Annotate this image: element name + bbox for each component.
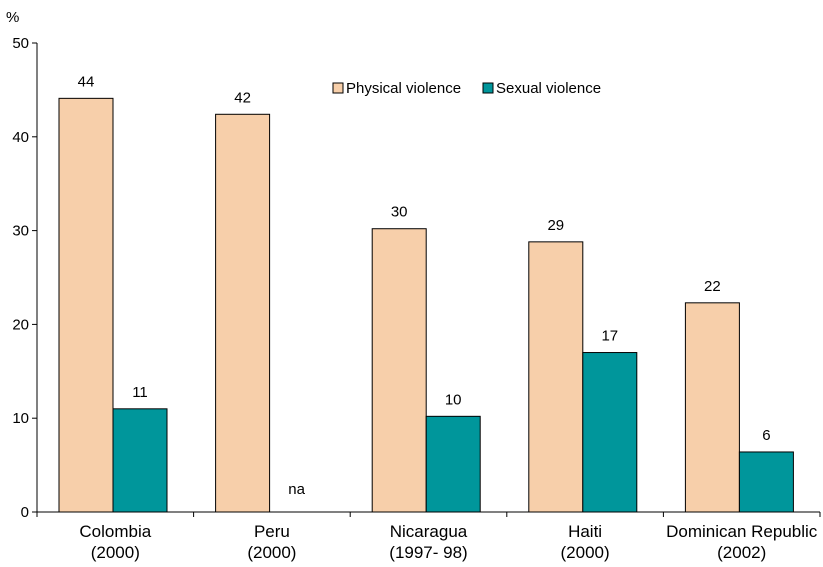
y-tick-label: 50 bbox=[12, 35, 29, 52]
y-axis: 0 10 20 30 40 50 bbox=[12, 35, 38, 521]
bar-physical-violence bbox=[58, 97, 114, 513]
bar-value-label: 17 bbox=[601, 328, 618, 345]
x-category-period: (2000) bbox=[247, 543, 296, 562]
x-category-name: Dominican Republic bbox=[666, 522, 818, 541]
value-labels: 44 11 42 na 30 10 29 17 22 6 bbox=[78, 73, 771, 498]
x-axis: Colombia (2000) Peru (2000) Nicaragua (1997- … bbox=[36, 511, 821, 562]
y-unit-label: % bbox=[6, 9, 19, 26]
bar-value-label: na bbox=[288, 481, 305, 498]
bar-value-label: 11 bbox=[132, 384, 148, 401]
bar-value-label: 6 bbox=[762, 427, 770, 444]
x-category-label: Dominican Republic (2002) bbox=[666, 522, 818, 562]
bar-value-label: 29 bbox=[547, 217, 564, 234]
y-tick-label: 0 bbox=[21, 504, 29, 521]
x-category-period: (2000) bbox=[561, 543, 610, 562]
bar-sexual-violence bbox=[582, 352, 638, 513]
x-category-label: Peru (2000) bbox=[247, 522, 296, 562]
legend-swatch bbox=[482, 82, 494, 94]
x-category-name: Colombia bbox=[79, 522, 151, 541]
legend-swatch bbox=[332, 82, 344, 94]
y-tick-label: 20 bbox=[12, 316, 29, 333]
bar-value-label: 10 bbox=[445, 391, 462, 408]
bar-physical-violence bbox=[528, 241, 584, 513]
x-category-name: Nicaragua bbox=[390, 522, 468, 541]
bar-physical-violence bbox=[684, 302, 740, 513]
x-category-label: Nicaragua (1997- 98) bbox=[389, 522, 468, 562]
x-category-label: Haiti (2000) bbox=[561, 522, 610, 562]
legend-label: Physical violence bbox=[346, 80, 461, 97]
x-category-period: (2000) bbox=[91, 543, 140, 562]
bar-sexual-violence bbox=[112, 408, 168, 513]
x-category-name: Peru bbox=[254, 522, 290, 541]
bar-value-label: 22 bbox=[704, 278, 721, 295]
bar-value-label: 30 bbox=[391, 204, 408, 221]
bar-physical-violence bbox=[371, 228, 427, 513]
legend: Physical violence Sexual violence bbox=[332, 80, 601, 97]
bar-sexual-violence bbox=[425, 415, 481, 513]
y-tick-label: 30 bbox=[12, 223, 29, 240]
bar-value-label: 42 bbox=[234, 89, 251, 106]
bar-sexual-violence bbox=[738, 451, 794, 513]
legend-label: Sexual violence bbox=[496, 80, 601, 97]
x-category-name: Haiti bbox=[568, 522, 602, 541]
y-tick-label: 40 bbox=[12, 129, 29, 146]
bars bbox=[58, 97, 794, 513]
x-category-period: (2002) bbox=[717, 543, 766, 562]
bar-value-label: 44 bbox=[78, 73, 95, 90]
bar-physical-violence bbox=[215, 113, 271, 513]
x-category-period: (1997- 98) bbox=[389, 543, 467, 562]
y-tick-label: 10 bbox=[12, 410, 29, 427]
x-category-label: Colombia (2000) bbox=[79, 522, 151, 562]
